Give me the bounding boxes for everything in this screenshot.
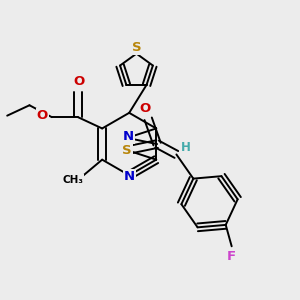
Text: O: O <box>140 102 151 115</box>
Text: F: F <box>227 250 236 263</box>
Text: H: H <box>180 140 190 154</box>
Text: N: N <box>123 130 134 143</box>
Text: O: O <box>37 109 48 122</box>
Text: N: N <box>124 170 135 183</box>
Text: CH₃: CH₃ <box>62 175 83 185</box>
Text: S: S <box>132 41 141 54</box>
Text: S: S <box>122 144 132 157</box>
Text: O: O <box>74 75 85 88</box>
